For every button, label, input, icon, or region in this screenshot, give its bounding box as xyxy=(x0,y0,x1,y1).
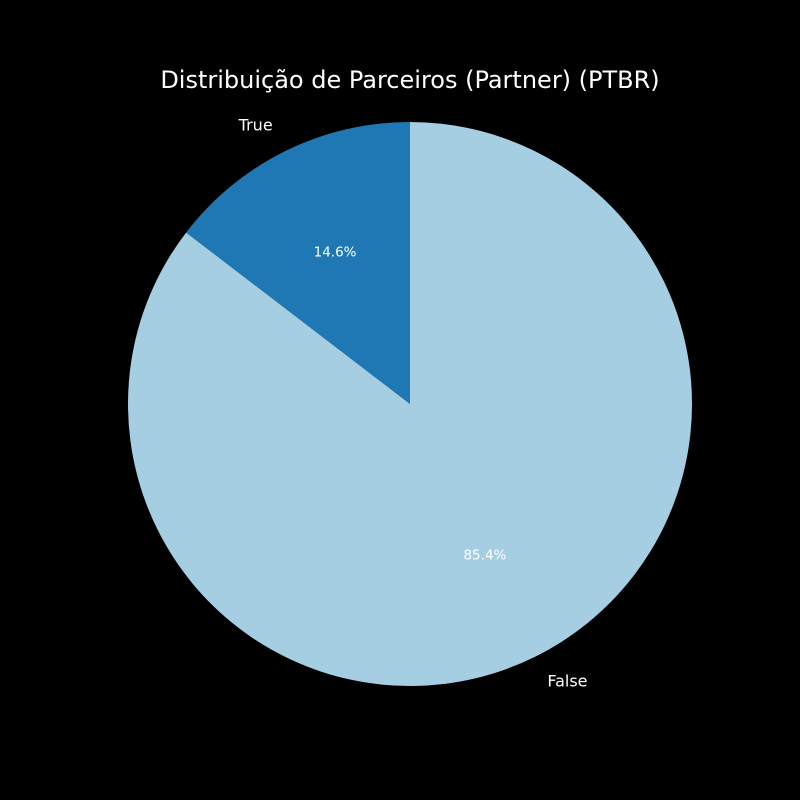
slice-percent-false: 85.4% xyxy=(463,548,506,564)
slice-label-false: False xyxy=(547,672,587,691)
slices-group xyxy=(128,122,692,686)
slice-percent-true: 14.6% xyxy=(314,244,357,260)
chart-title: Distribuição de Parceiros (Partner) (PTB… xyxy=(160,66,659,94)
slice-label-true: True xyxy=(238,115,273,134)
